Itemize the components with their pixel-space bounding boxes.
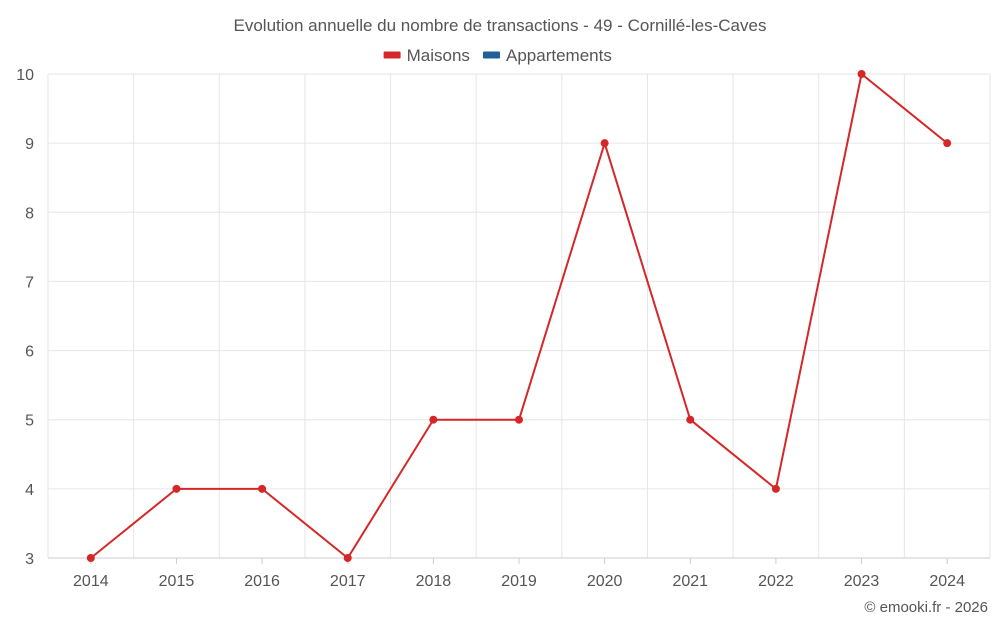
- axes: 3 4 5 6 7 8 9 10 2014 2015 2016 2017 2018 2019 2020 202…: [16, 67, 990, 590]
- data-point: [686, 415, 695, 424]
- legend-item[interactable]: Maisons: [383, 46, 470, 65]
- data-point: [86, 554, 95, 562]
- y-tick-label: 7: [25, 274, 34, 291]
- legend-label: Appartements: [506, 46, 612, 65]
- credit-text: © emooki.fr - 2026: [864, 599, 988, 616]
- gridlines: [47, 73, 991, 559]
- x-tick-label: 2017: [330, 573, 366, 590]
- x-tick-label: 2018: [416, 573, 452, 590]
- legend-swatch: [483, 51, 500, 59]
- legend-label: Maisons: [407, 46, 470, 65]
- data-point: [857, 70, 866, 78]
- legend-swatch: [383, 51, 401, 59]
- y-tick-label: 6: [25, 344, 34, 361]
- data-point: [429, 415, 438, 424]
- y-tick-label: 5: [25, 413, 34, 430]
- y-tick-label: 8: [25, 205, 34, 222]
- y-tick-label: 3: [25, 551, 34, 568]
- x-tick-label: 2015: [159, 573, 195, 590]
- chart-title: Evolution annuelle du nombre de transact…: [234, 16, 767, 35]
- data-point: [172, 484, 181, 493]
- data-point: [515, 415, 523, 424]
- data-point: [258, 484, 267, 493]
- data-point: [600, 139, 609, 148]
- legend-item[interactable]: Appartements: [483, 46, 612, 65]
- x-tick-label: 2016: [244, 573, 280, 590]
- series-layer: [86, 70, 952, 562]
- y-tick-label: 10: [16, 67, 34, 84]
- x-tick-label: 2023: [844, 573, 880, 590]
- x-tick-label: 2019: [501, 573, 537, 590]
- x-tick-label: 2020: [587, 573, 623, 590]
- y-tick-label: 4: [25, 482, 34, 499]
- data-point: [771, 484, 780, 493]
- x-tick-label: 2014: [73, 573, 109, 590]
- legend: Maisons Appartements: [383, 46, 612, 65]
- data-point: [943, 139, 952, 148]
- y-tick-label: 9: [25, 136, 34, 153]
- x-tick-label: 2021: [672, 573, 708, 590]
- x-tick-label: 2022: [758, 573, 794, 590]
- x-tick-label: 2024: [929, 573, 965, 590]
- data-point: [343, 554, 352, 562]
